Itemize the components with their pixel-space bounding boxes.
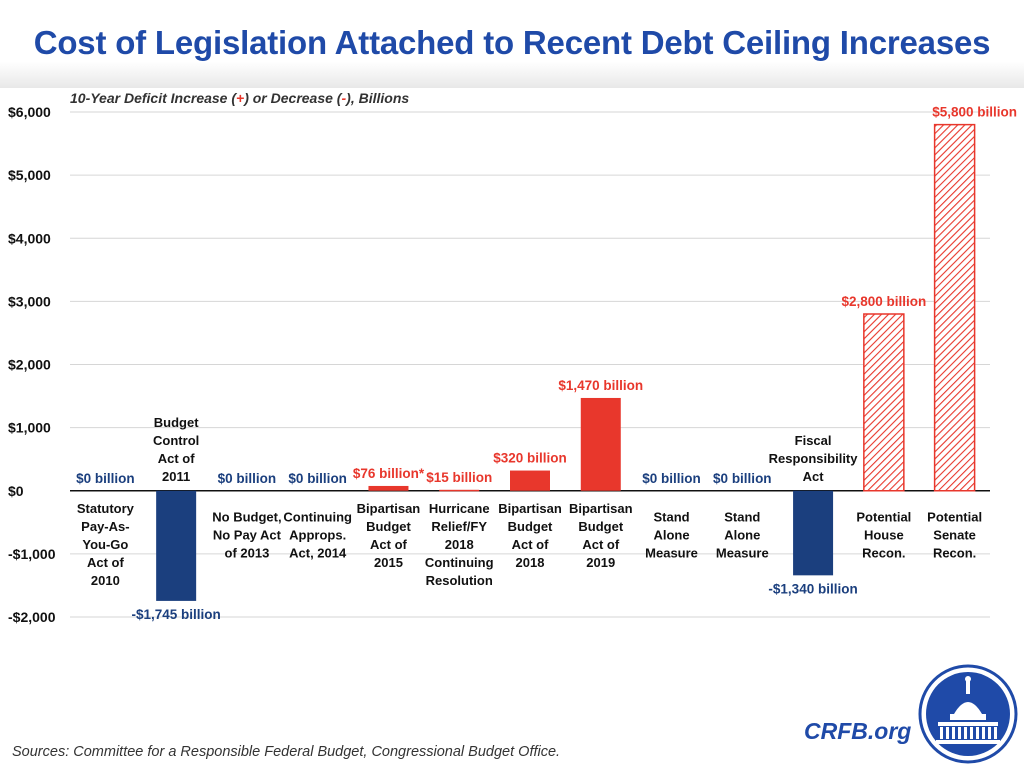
category-label: Potential <box>856 509 911 524</box>
data-label: $0 billion <box>288 471 347 486</box>
bar <box>368 485 409 491</box>
data-label: -$1,340 billion <box>768 581 857 596</box>
chart-subtitle: 10-Year Deficit Increase (+) or Decrease… <box>70 90 409 106</box>
category-label: Budget <box>578 519 623 534</box>
y-tick-label: $2,000 <box>8 357 51 373</box>
category-label: Bipartisan <box>569 501 633 516</box>
category-label: Act of <box>370 537 408 552</box>
bar <box>793 490 834 576</box>
bars <box>156 123 976 601</box>
category-label: Alone <box>724 527 760 542</box>
data-label: -$1,745 billion <box>132 607 221 622</box>
category-label: Bipartisan <box>498 501 562 516</box>
category-label: Control <box>153 433 199 448</box>
category-label: Measure <box>716 545 769 560</box>
bar <box>510 470 550 491</box>
subtitle-plus: + <box>236 90 245 106</box>
category-label: No Pay Act <box>213 527 282 542</box>
data-label: $2,800 billion <box>841 294 926 309</box>
data-label: $0 billion <box>713 471 772 486</box>
category-label: Pay-As- <box>81 519 129 534</box>
data-label: $320 billion <box>493 451 567 466</box>
category-label: Potential <box>927 509 982 524</box>
data-label: $15 billion <box>426 470 492 485</box>
data-label: $0 billion <box>76 471 135 486</box>
bar <box>580 397 621 491</box>
category-label: Budget <box>508 519 553 534</box>
y-tick-label: -$1,000 <box>8 546 56 562</box>
labels: -$2,000 -$1,000 $0 $1,000 $2,000 $3,000 $4,000… <box>8 104 1017 625</box>
category-label: Fiscal <box>795 433 832 448</box>
capitol-seal-icon <box>918 664 1018 764</box>
data-label: $5,800 billion <box>932 105 1017 120</box>
bar <box>439 489 480 492</box>
category-label: 2018 <box>516 555 545 570</box>
y-tick-label: $6,000 <box>8 104 51 120</box>
category-label: 2019 <box>586 555 615 570</box>
category-label: Recon. <box>933 545 976 560</box>
category-label: Act of <box>158 451 196 466</box>
category-label: Stand <box>653 509 689 524</box>
category-label: No Budget, <box>212 509 281 524</box>
data-label: $0 billion <box>218 471 277 486</box>
y-tick-label: $4,000 <box>8 230 51 246</box>
category-label: Relief/FY <box>431 519 487 534</box>
category-label: Act of <box>87 555 125 570</box>
page-title: Cost of Legislation Attached to Recent D… <box>33 24 991 61</box>
category-label: Hurricane <box>429 501 490 516</box>
category-label: Act of <box>582 537 620 552</box>
category-label: 2015 <box>374 555 403 570</box>
category-label: Recon. <box>862 545 905 560</box>
category-label: Statutory <box>77 501 135 516</box>
category-label: House <box>864 527 904 542</box>
y-tick-label: $0 <box>8 483 24 499</box>
subtitle-minus: - <box>341 90 347 106</box>
bar <box>933 123 976 492</box>
category-label: of 2013 <box>225 545 270 560</box>
y-tick-label: $3,000 <box>8 293 51 309</box>
category-label: Act <box>803 469 825 484</box>
category-label: Stand <box>724 509 760 524</box>
bar <box>863 313 905 492</box>
category-label: You-Go <box>82 537 128 552</box>
subtitle-prefix: 10-Year Deficit Increase ( <box>70 90 237 106</box>
category-label: Continuing <box>283 509 352 524</box>
category-label: Measure <box>645 545 698 560</box>
category-label: Continuing <box>425 555 494 570</box>
category-label: 2018 <box>445 537 474 552</box>
data-label: $76 billion* <box>353 466 425 481</box>
category-label: Responsibility <box>769 451 859 466</box>
category-label: Act of <box>512 537 550 552</box>
category-label: 2011 <box>162 469 190 484</box>
category-label: 2010 <box>91 573 120 588</box>
category-label: Senate <box>933 527 976 542</box>
title-band <box>0 0 1024 88</box>
y-tick-label: -$2,000 <box>8 609 56 625</box>
category-label: Approps. <box>289 527 346 542</box>
category-label: Alone <box>653 527 689 542</box>
subtitle-middle: ) or Decrease ( <box>244 90 342 106</box>
category-label: Budget <box>366 519 411 534</box>
category-label: Resolution <box>426 573 493 588</box>
subtitle-suffix: ), Billions <box>346 90 410 106</box>
y-tick-label: $5,000 <box>8 167 51 183</box>
data-label: $0 billion <box>642 471 701 486</box>
category-label: Budget <box>154 415 199 430</box>
bar <box>156 490 197 601</box>
y-tick-label: $1,000 <box>8 420 51 436</box>
category-label: Act, 2014 <box>289 545 347 560</box>
category-label: Bipartisan <box>357 501 421 516</box>
data-label: $1,470 billion <box>558 378 643 393</box>
source-note: Sources: Committee for a Responsible Fed… <box>12 744 561 760</box>
crfb-link[interactable]: CRFB.org <box>804 718 912 744</box>
